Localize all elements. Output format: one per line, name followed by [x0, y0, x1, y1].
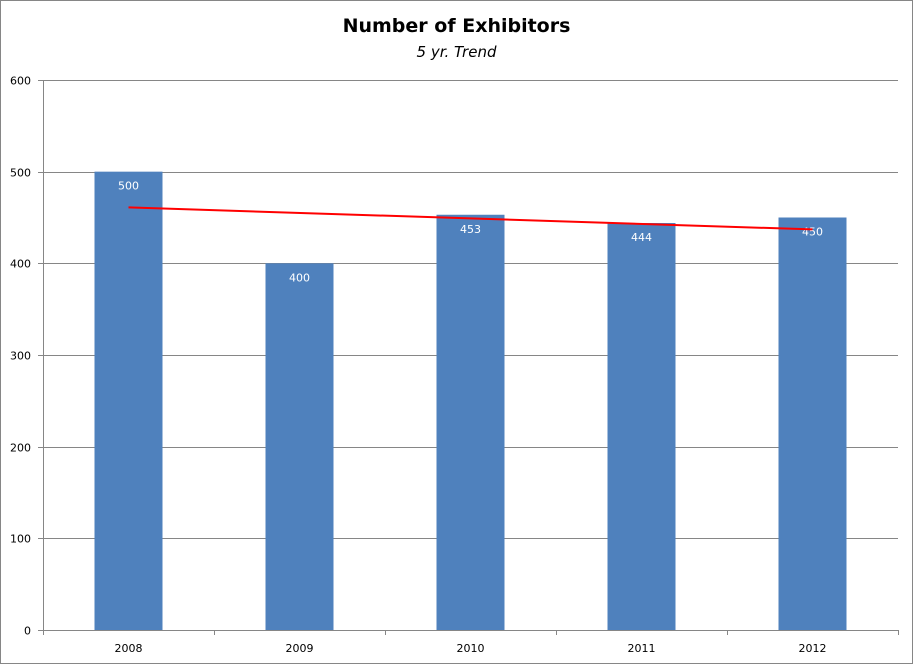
chart-title: Number of Exhibitors [342, 15, 571, 37]
bar-2010 [436, 214, 505, 630]
axes: 0 100 200 300 400 500 600 2008 2009 2010 2011 2012 [10, 75, 899, 655]
bar-2012 [778, 217, 847, 630]
bar-2011 [607, 223, 676, 630]
y-tick-label: 600 [10, 75, 31, 88]
data-labels: 500 400 453 444 450 [118, 180, 823, 285]
x-tick-label: 2012 [799, 642, 827, 655]
data-label-2008: 500 [118, 180, 139, 193]
data-label-2010: 453 [460, 223, 481, 236]
y-tick-label: 0 [24, 625, 31, 638]
trendline-line [128, 206, 813, 231]
y-tick-label: 500 [10, 167, 31, 180]
bars [94, 171, 847, 630]
bar-2009 [265, 263, 334, 630]
data-label-2012: 450 [802, 226, 823, 239]
x-tick-label: 2010 [457, 642, 485, 655]
bar-2008 [94, 171, 163, 630]
trendline [128, 206, 813, 231]
data-label-2011: 444 [631, 231, 652, 244]
x-tick-label: 2008 [115, 642, 143, 655]
chart-subtitle: 5 yr. Trend [416, 43, 497, 61]
y-tick-label: 400 [10, 258, 31, 271]
y-tick-label: 200 [10, 442, 31, 455]
y-tick-label: 100 [10, 533, 31, 546]
data-label-2009: 400 [289, 271, 310, 284]
x-tick-label: 2011 [628, 642, 656, 655]
y-tick-label: 300 [10, 350, 31, 363]
x-tick-label: 2009 [286, 642, 314, 655]
